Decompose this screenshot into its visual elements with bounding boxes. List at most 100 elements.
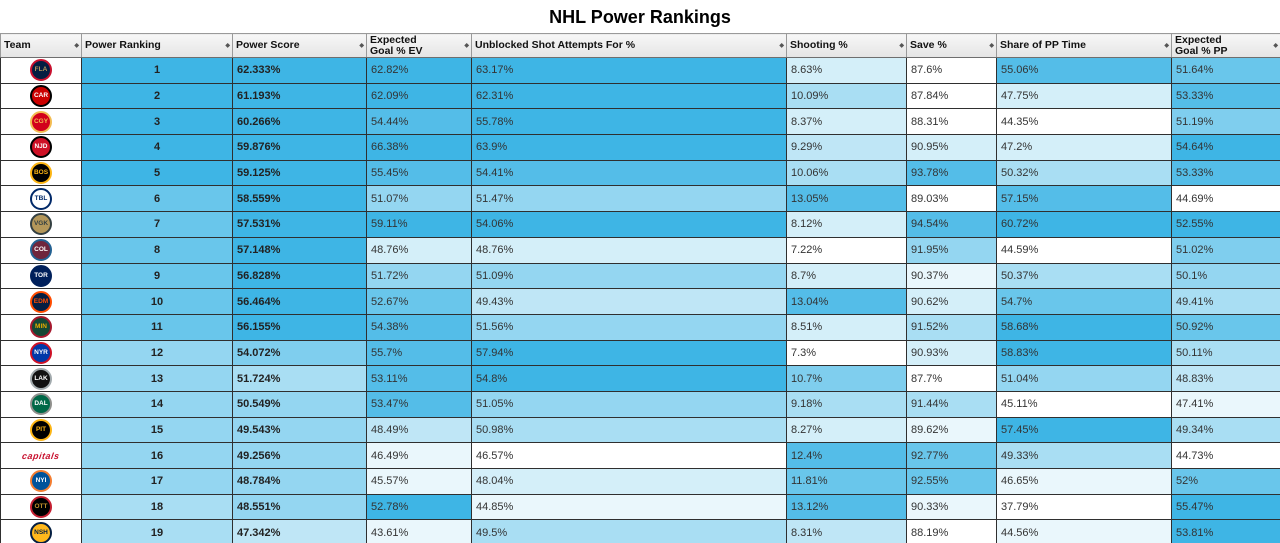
team-logo-bos-icon: BOS	[30, 162, 52, 185]
team-logo-lak-icon: LAK	[30, 367, 52, 390]
cell-power-ranking: 9	[81, 262, 233, 290]
cell-shooting: 8.27%	[786, 416, 907, 444]
cell-power-score: 48.784%	[232, 468, 367, 495]
column-header-expected-goal-ev[interactable]: Expected Goal % EV ◆	[366, 33, 472, 58]
table-row: TBL 6 58.559% 51.07% 51.47% 13.05% 89.03% 57.15…	[0, 185, 1280, 213]
column-header-save[interactable]: Save % ◆	[906, 33, 997, 58]
cell-shooting: 8.31%	[786, 519, 907, 543]
cell-power-score: 58.559%	[232, 185, 367, 213]
cell-expected-goal-pp: 47.41%	[1171, 390, 1280, 418]
cell-power-score: 56.464%	[232, 288, 367, 315]
cell-expected-goal-ev: 54.38%	[366, 313, 472, 341]
column-label-share-of-pp-time: Share of PP Time	[1000, 39, 1086, 52]
cell-expected-goal-ev: 52.67%	[366, 288, 472, 315]
cell-power-score: 59.876%	[232, 134, 367, 161]
cell-power-ranking: 1	[81, 57, 233, 84]
cell-power-score: 62.333%	[232, 57, 367, 84]
cell-expected-goal-ev: 43.61%	[366, 519, 472, 543]
cell-power-ranking: 16	[81, 442, 233, 469]
cell-expected-goal-ev: 66.38%	[366, 134, 472, 161]
cell-shooting: 8.63%	[786, 57, 907, 84]
column-label-team: Team	[4, 39, 31, 52]
team-cell: FLA	[0, 57, 82, 84]
cell-share-of-pp-time: 47.75%	[996, 82, 1172, 110]
cell-unblocked-shot-attempts-for: 51.09%	[471, 262, 787, 290]
cell-unblocked-shot-attempts-for: 51.56%	[471, 313, 787, 341]
cell-share-of-pp-time: 57.45%	[996, 416, 1172, 444]
cell-save: 94.54%	[906, 211, 997, 238]
sort-icon: ◆	[1164, 42, 1169, 49]
cell-save: 90.33%	[906, 493, 997, 521]
cell-expected-goal-ev: 51.07%	[366, 185, 472, 213]
column-label-shooting: Shooting %	[790, 39, 848, 52]
table-row: NJD 4 59.876% 66.38% 63.9% 9.29% 90.95% 47.2% 54…	[0, 134, 1280, 161]
team-logo-nsh-icon: NSH	[30, 521, 52, 543]
team-logo-edm-icon: EDM	[30, 290, 52, 313]
page-title: NHL Power Rankings	[549, 7, 731, 27]
cell-share-of-pp-time: 44.59%	[996, 236, 1172, 264]
column-label-save: Save %	[910, 39, 947, 52]
cell-unblocked-shot-attempts-for: 63.17%	[471, 57, 787, 84]
cell-save: 90.37%	[906, 262, 997, 290]
cell-power-ranking: 4	[81, 134, 233, 161]
cell-unblocked-shot-attempts-for: 44.85%	[471, 493, 787, 521]
table-row: PIT 15 49.543% 48.49% 50.98% 8.27% 89.62% 57.45…	[0, 416, 1280, 444]
cell-unblocked-shot-attempts-for: 48.04%	[471, 468, 787, 495]
team-cell: NYR	[0, 339, 82, 367]
cell-expected-goal-ev: 62.09%	[366, 82, 472, 110]
power-rankings-table: Team ◆ Power Ranking ◆ Power Score ◆ Expected …	[0, 33, 1280, 543]
cell-power-score: 60.266%	[232, 108, 367, 136]
column-header-unblocked-shot-attempts-for[interactable]: Unblocked Shot Attempts For % ◆	[471, 33, 787, 58]
cell-expected-goal-pp: 51.02%	[1171, 236, 1280, 264]
column-header-power-ranking[interactable]: Power Ranking ◆	[81, 33, 233, 58]
table-row: COL 8 57.148% 48.76% 48.76% 7.22% 91.95% 44.59%…	[0, 236, 1280, 264]
table-row: EDM 10 56.464% 52.67% 49.43% 13.04% 90.62% 54.7…	[0, 288, 1280, 315]
team-logo-nyr-icon: NYR	[30, 341, 52, 364]
cell-save: 87.6%	[906, 57, 997, 84]
column-header-share-of-pp-time[interactable]: Share of PP Time ◆	[996, 33, 1172, 58]
cell-expected-goal-pp: 53.33%	[1171, 159, 1280, 187]
cell-power-score: 49.543%	[232, 416, 367, 444]
sort-icon: ◆	[1273, 42, 1278, 49]
cell-power-score: 51.724%	[232, 365, 367, 392]
cell-expected-goal-pp: 44.69%	[1171, 185, 1280, 213]
team-logo-car-icon: CAR	[30, 85, 52, 108]
cell-share-of-pp-time: 45.11%	[996, 390, 1172, 418]
cell-unblocked-shot-attempts-for: 46.57%	[471, 442, 787, 469]
cell-share-of-pp-time: 58.68%	[996, 313, 1172, 341]
cell-expected-goal-pp: 48.83%	[1171, 365, 1280, 392]
cell-share-of-pp-time: 44.56%	[996, 519, 1172, 543]
team-cell: BOS	[0, 159, 82, 187]
team-cell: NYI	[0, 468, 82, 495]
cell-unblocked-shot-attempts-for: 51.47%	[471, 185, 787, 213]
team-logo-col-icon: COL	[30, 239, 52, 262]
cell-save: 90.95%	[906, 134, 997, 161]
column-header-power-score[interactable]: Power Score ◆	[232, 33, 367, 58]
sort-icon: ◆	[779, 42, 784, 49]
table-row: BOS 5 59.125% 55.45% 54.41% 10.06% 93.78% 50.32…	[0, 159, 1280, 187]
cell-shooting: 8.37%	[786, 108, 907, 136]
column-header-shooting[interactable]: Shooting % ◆	[786, 33, 907, 58]
team-cell: TBL	[0, 185, 82, 213]
column-header-expected-goal-pp[interactable]: Expected Goal % PP ◆	[1171, 33, 1280, 58]
cell-expected-goal-ev: 45.57%	[366, 468, 472, 495]
cell-expected-goal-ev: 59.11%	[366, 211, 472, 238]
cell-shooting: 12.4%	[786, 442, 907, 469]
cell-power-ranking: 8	[81, 236, 233, 264]
cell-unblocked-shot-attempts-for: 54.41%	[471, 159, 787, 187]
cell-power-ranking: 10	[81, 288, 233, 315]
cell-share-of-pp-time: 50.32%	[996, 159, 1172, 187]
column-header-team[interactable]: Team ◆	[0, 33, 82, 58]
cell-save: 88.19%	[906, 519, 997, 543]
team-cell: TOR	[0, 262, 82, 290]
table-row: FLA 1 62.333% 62.82% 63.17% 8.63% 87.6% 55.06% 5…	[0, 57, 1280, 84]
team-logo-min-icon: MIN	[30, 316, 52, 339]
team-logo-dal-icon: DAL	[30, 393, 52, 416]
cell-power-ranking: 11	[81, 313, 233, 341]
team-logo-vgk-icon: VGK	[30, 213, 52, 236]
team-cell: NJD	[0, 134, 82, 161]
table-row: capitals 16 49.256% 46.49% 46.57% 12.4% 92.77%…	[0, 442, 1280, 469]
team-logo-tor-icon: TOR	[30, 264, 52, 287]
cell-expected-goal-pp: 50.1%	[1171, 262, 1280, 290]
column-label-power-ranking: Power Ranking	[85, 39, 161, 52]
